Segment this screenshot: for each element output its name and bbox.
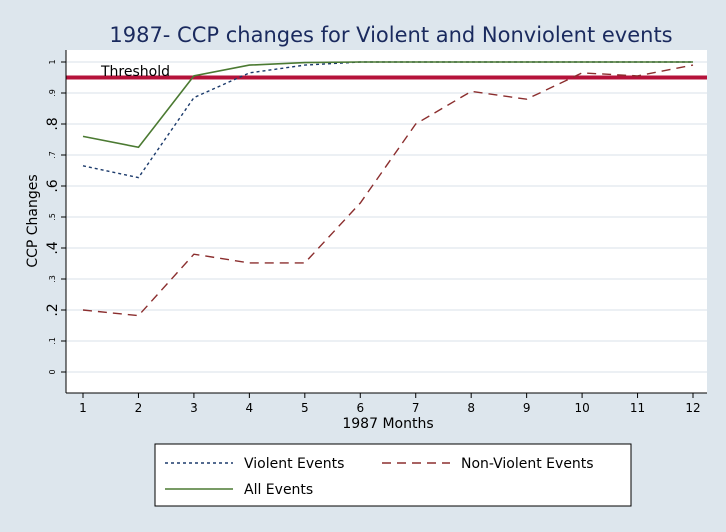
y-tick-label: 0 [48, 369, 57, 374]
x-tick-label: 12 [685, 401, 700, 415]
y-axis-label: CCP Changes [25, 174, 41, 267]
x-tick-label: 8 [467, 401, 475, 415]
x-tick-label: 2 [135, 401, 143, 415]
y-tick-label: .2 [45, 303, 61, 316]
x-tick-label: 7 [412, 401, 420, 415]
legend-box [154, 443, 632, 507]
x-axis-label: 1987 Months [342, 416, 433, 432]
y-tick-label: .3 [48, 275, 57, 283]
y-tick-label: .7 [48, 151, 57, 159]
x-tick-label: 10 [574, 401, 589, 415]
series-line-all-events [82, 61, 693, 149]
series-group [82, 61, 694, 317]
x-tick-label: 9 [523, 401, 531, 415]
threshold-label: Threshold [100, 64, 170, 80]
y-tick-label: 1 [48, 59, 57, 64]
x-tick-label: 6 [356, 401, 364, 415]
x-tick-label: 1 [79, 401, 87, 415]
legend-label-non-violent-events: Non-Violent Events [461, 456, 594, 472]
chart-title: 1987- CCP changes for Violent and Nonvio… [109, 23, 672, 47]
legend-label-all-events: All Events [244, 482, 313, 498]
x-tick-label: 11 [630, 401, 645, 415]
threshold-group: Threshold [66, 64, 707, 80]
y-tick-label: .8 [45, 117, 61, 130]
series-line-non-violent-events [82, 64, 694, 317]
y-tick-label: .1 [48, 337, 57, 345]
y-tick-label: .5 [48, 213, 57, 221]
x-tick-label: 3 [190, 401, 198, 415]
plot-region [66, 50, 707, 393]
legend-label-violent-events: Violent Events [244, 456, 344, 472]
y-tick-label: .9 [48, 89, 57, 97]
y-tick-label: .4 [45, 241, 61, 254]
y-ticks: 0 .1 .2 .3 .4 .5 .6 .7 .8 .9 1 [45, 59, 66, 375]
x-ticks: 1 2 3 4 5 6 7 8 9 10 11 12 [79, 393, 701, 415]
x-tick-label: 4 [246, 401, 254, 415]
x-tick-label: 5 [301, 401, 309, 415]
legend: Violent Events Non-Violent Events All Even… [154, 443, 632, 507]
y-tick-label: .6 [45, 179, 61, 192]
